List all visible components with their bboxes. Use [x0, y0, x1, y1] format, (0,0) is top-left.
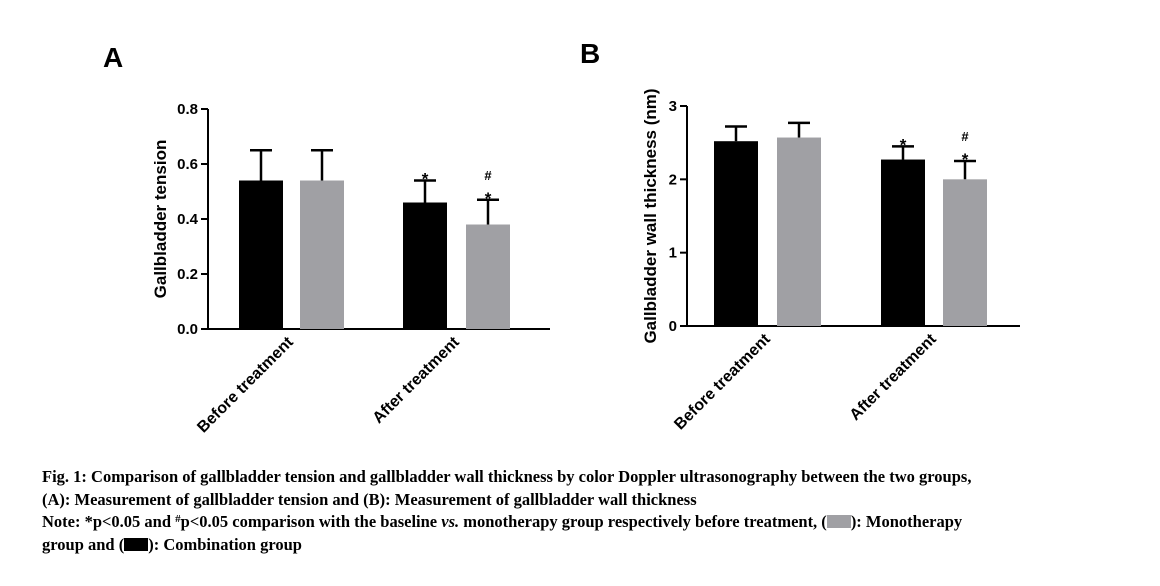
category-label: After treatment: [370, 333, 464, 427]
combination-swatch: [124, 537, 149, 551]
monotherapy-swatch: [826, 515, 851, 528]
note-part-b: p<0.05 comparison with the baseline: [180, 512, 442, 531]
bar: [239, 180, 283, 329]
bar: [777, 137, 821, 326]
category-label: After treatment: [847, 330, 941, 424]
caption-line-2: (A): Measurement of gallbladder tension …: [42, 489, 697, 509]
caption-note: Note: *p<0.05 and #p<0.05 comparison wit…: [42, 511, 1142, 534]
category-label: Before treatment: [194, 333, 297, 436]
y-tick-label: 0.4: [177, 211, 199, 228]
significance-star: *: [485, 189, 492, 208]
category-label: Before treatment: [671, 330, 774, 433]
y-axis-label: Gallbladder wall thickness (nm): [641, 88, 660, 343]
figure: A 0.0 0.2 0.4 0.6 0.8 Gallbladder tension * # * Be…: [103, 38, 1020, 436]
note-vs: vs.: [441, 512, 460, 531]
note-hash-superscript: #: [175, 513, 181, 525]
y-tick-label: 0.6: [177, 156, 198, 173]
panel-a: A 0.0 0.2 0.4 0.6 0.8 Gallbladder tension * # * Be…: [103, 42, 550, 436]
note-part-f: ): Combination group: [148, 534, 302, 554]
note-part-a: Note: *p<0.05 and: [42, 512, 176, 531]
y-tick-label: 3: [669, 98, 677, 115]
panel-letter-b: B: [580, 38, 600, 69]
y-tick-label: 2: [669, 171, 677, 188]
caption-line-1: Fig. 1: Comparison of gallbladder tensio…: [42, 467, 972, 486]
note-part-c: monotherapy group respectively before tr…: [459, 512, 827, 531]
y-tick-label: 1: [669, 245, 677, 262]
note-part-d: ): Monotherapy: [850, 512, 963, 531]
significance-hash: #: [961, 129, 969, 144]
y-tick-label: 0: [669, 318, 677, 335]
y-tick-label: 0.0: [177, 321, 198, 338]
y-tick-label: 0.2: [177, 266, 198, 283]
y-tick-label: 0.8: [177, 101, 198, 118]
note-part-e: group and (: [42, 534, 125, 554]
significance-star: *: [900, 135, 907, 154]
panel-b: B 0 1 2 3 Gallbladder wall thickness (nm) * # * B…: [580, 38, 1020, 433]
significance-hash: #: [484, 168, 492, 183]
panel-letter-a: A: [103, 42, 123, 73]
caption-note-cont: group and ( ): Combination group: [42, 534, 1142, 557]
bar: [403, 202, 447, 329]
significance-star: *: [422, 170, 429, 189]
y-axis-label: Gallbladder tension: [151, 140, 170, 299]
bar: [714, 141, 758, 326]
bar: [943, 179, 987, 326]
bar: [300, 180, 344, 329]
significance-star: *: [962, 150, 969, 169]
bar: [881, 159, 925, 326]
figure-caption: Fig. 1: Comparison of gallbladder tensio…: [42, 466, 1142, 556]
bar: [466, 224, 510, 329]
